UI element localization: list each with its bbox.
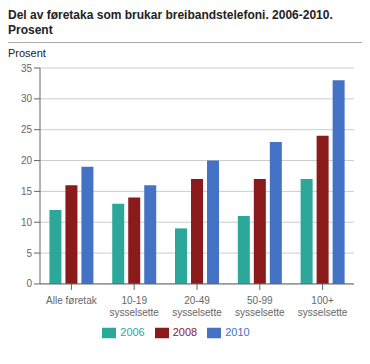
svg-text:10: 10 <box>21 217 33 228</box>
html-text:2010: 2010 <box>225 325 250 338</box>
svg-text:35: 35 <box>21 63 33 74</box>
svg-text:100+sysselsette: 100+sysselsette <box>298 295 348 318</box>
html-text:Prosent: Prosent <box>8 47 46 59</box>
svg-text:50-99sysselsette: 50-99sysselsette <box>235 295 285 318</box>
svg-text:Alle føretak: Alle føretak <box>46 295 98 306</box>
svg-text:25: 25 <box>21 124 33 135</box>
html-text:Prosent: Prosent <box>8 23 53 37</box>
html-text:Del av føretaka som brukar bre: Del av føretaka som brukar breibandstele… <box>8 8 333 22</box>
svg-text:10-19sysselsette: 10-19sysselsette <box>109 295 159 318</box>
svg-text:30: 30 <box>21 93 33 104</box>
svg-text:20: 20 <box>21 155 33 166</box>
svg-text:20-49sysselsette: 20-49sysselsette <box>172 295 222 318</box>
html-text:2008: 2008 <box>172 325 198 338</box>
html-text:2006: 2006 <box>120 325 145 338</box>
svg-text:15: 15 <box>21 186 33 197</box>
svg-text:0: 0 <box>26 278 32 289</box>
svg-text:5: 5 <box>26 248 32 259</box>
